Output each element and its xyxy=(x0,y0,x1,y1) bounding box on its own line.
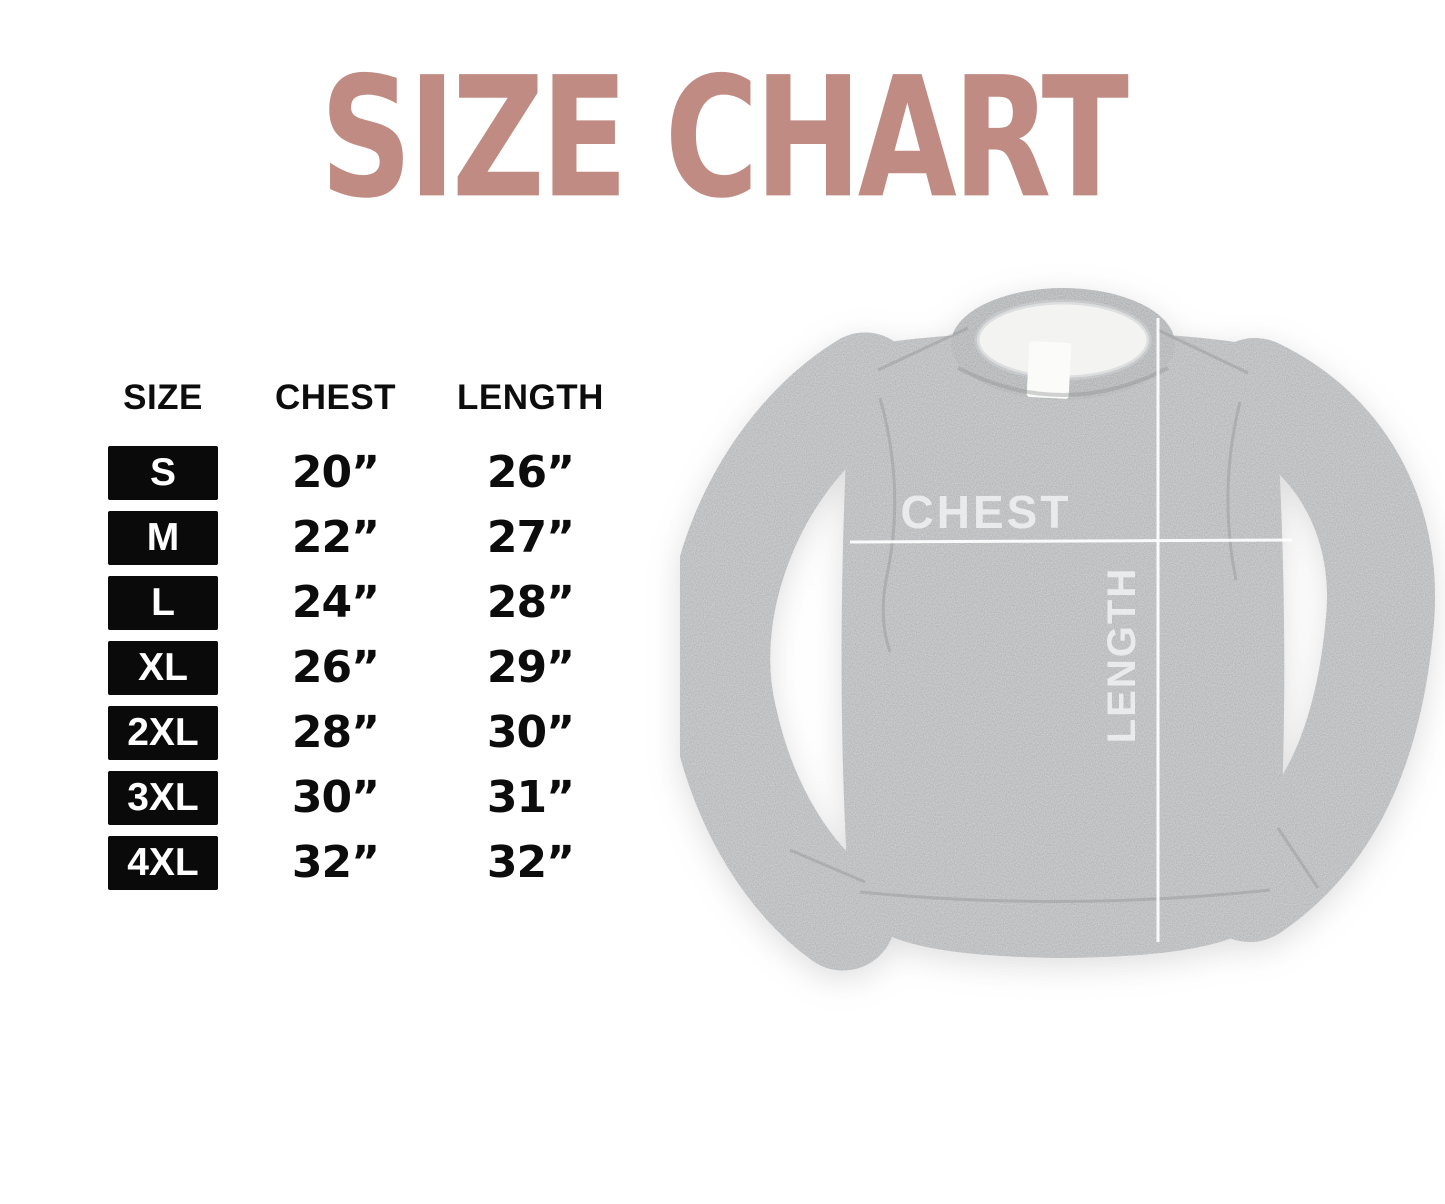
table-row: XL 26” 29” xyxy=(98,635,618,700)
size-badge: 2XL xyxy=(108,705,218,760)
chest-value: 24” xyxy=(291,577,380,628)
table-row: S 20” 26” xyxy=(98,440,618,505)
chest-value: 28” xyxy=(291,707,380,758)
length-value: 28” xyxy=(486,577,575,628)
length-value: 30” xyxy=(486,707,575,758)
left-armhole-seam xyxy=(878,397,897,653)
chest-line-label: CHEST xyxy=(901,486,1072,538)
length-value: 27” xyxy=(486,512,575,563)
chest-value: 30” xyxy=(291,772,380,823)
left-shoulder-seam xyxy=(877,326,969,372)
sweatshirt-body xyxy=(841,332,1285,958)
size-badge: 4XL xyxy=(108,835,218,890)
neck-tag xyxy=(1026,341,1072,399)
table-row: M 22” 27” xyxy=(98,505,618,570)
chest-value: 32” xyxy=(291,837,380,888)
length-value: 32” xyxy=(486,837,575,888)
table-row: 3XL 30” 31” xyxy=(98,765,618,830)
collar-front-seam xyxy=(957,366,1169,397)
length-line-label: LENGTH xyxy=(1100,567,1144,743)
length-value: 26” xyxy=(486,447,575,498)
sweatshirt-left-sleeve xyxy=(680,332,918,971)
left-cuff-seam xyxy=(789,848,866,884)
size-table: SIZE CHEST LENGTH S 20” 26” M 22” 27” L … xyxy=(98,376,618,895)
table-row: L 24” 28” xyxy=(98,570,618,635)
size-badge: XL xyxy=(108,640,218,695)
sweatshirt-photo: CHEST LENGTH xyxy=(680,288,1435,971)
size-badge: S xyxy=(108,445,218,500)
table-header-row: SIZE CHEST LENGTH xyxy=(98,376,618,420)
table-row: 4XL 32” 32” xyxy=(98,830,618,895)
column-header-size: SIZE xyxy=(123,378,203,417)
length-value: 31” xyxy=(486,772,575,823)
collar-opening xyxy=(977,302,1149,378)
table-row: 2XL 28” 30” xyxy=(98,700,618,765)
column-header-chest: CHEST xyxy=(274,378,397,417)
size-badge: L xyxy=(108,575,218,630)
column-header-length: LENGTH xyxy=(457,378,604,417)
chest-measure-line xyxy=(849,538,1293,544)
sweatshirt-right-sleeve xyxy=(1196,338,1435,942)
size-badge: 3XL xyxy=(108,770,218,825)
waistband-seam xyxy=(859,888,1271,904)
right-shoulder-seam xyxy=(1157,328,1249,375)
right-cuff-seam xyxy=(1276,827,1320,889)
chest-value: 20” xyxy=(291,447,380,498)
length-value: 29” xyxy=(486,642,575,693)
size-badge: M xyxy=(108,510,218,565)
chest-value: 26” xyxy=(291,642,380,693)
page-title: SIZE CHART xyxy=(320,42,1129,236)
right-armhole-seam xyxy=(1226,401,1242,581)
chest-value: 22” xyxy=(291,512,380,563)
